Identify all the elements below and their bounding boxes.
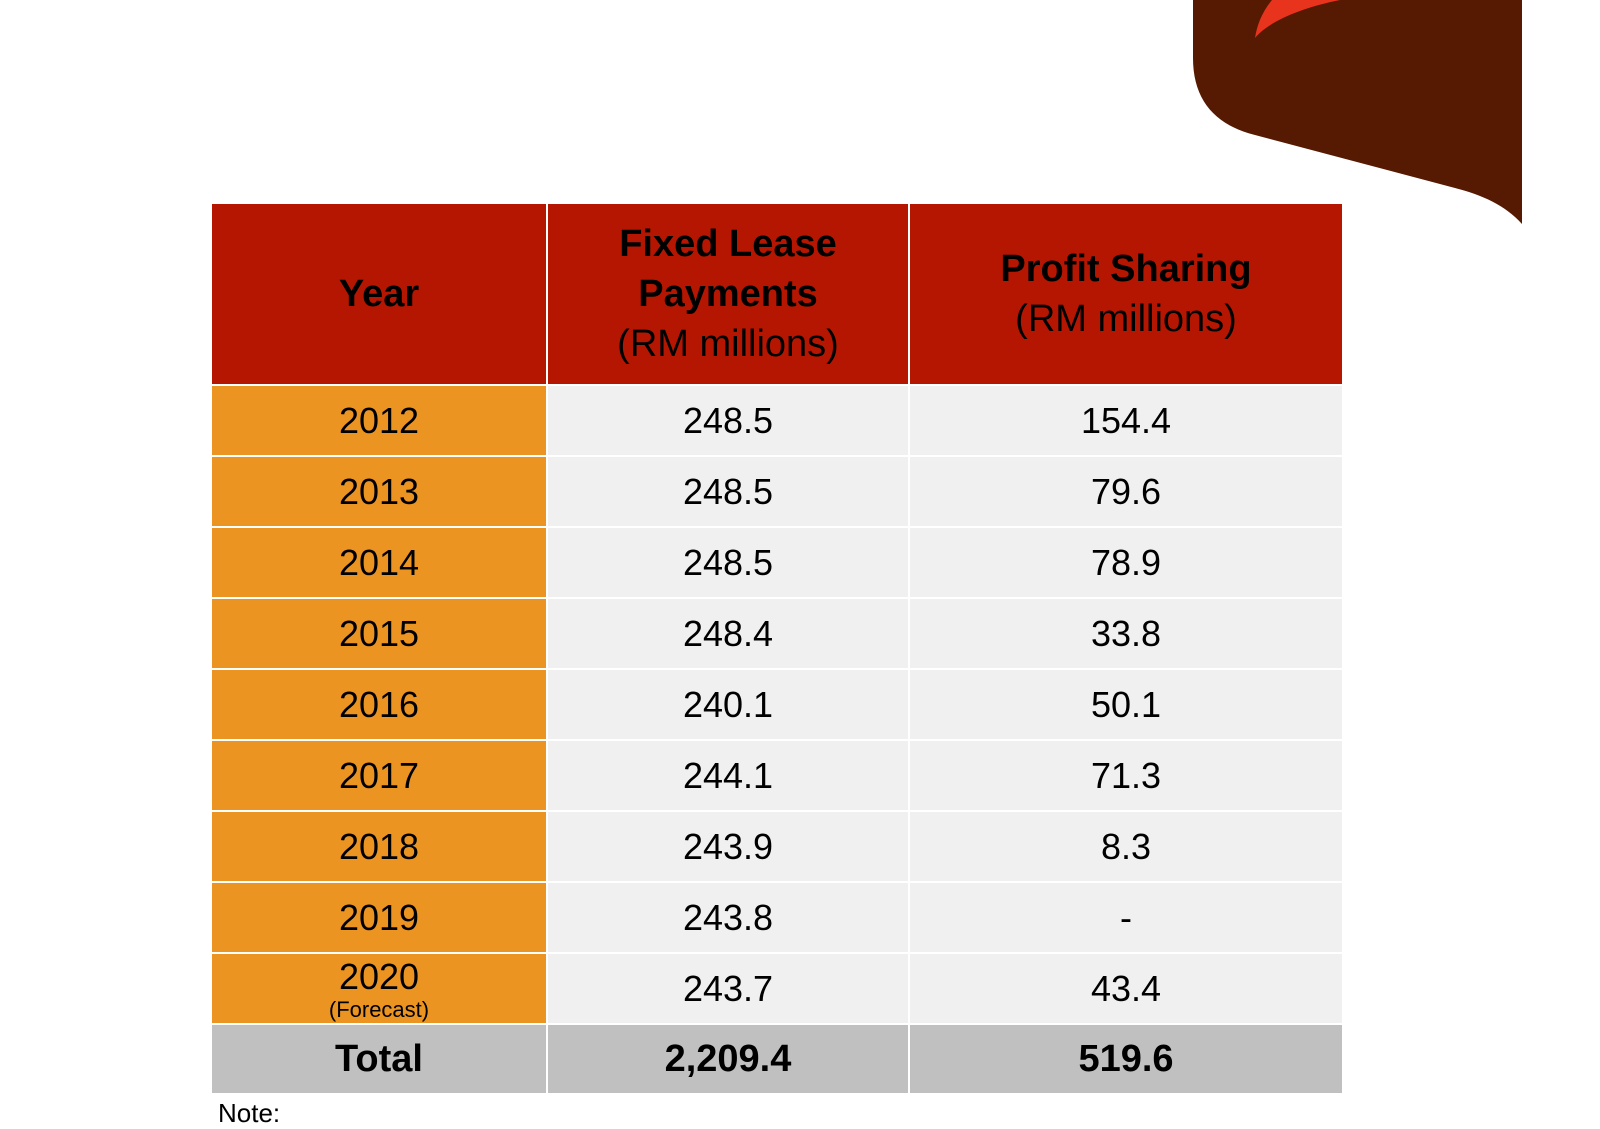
header-profit-sharing: Profit Sharing (RM millions)	[908, 202, 1344, 386]
fixed-lease-cell: 244.1	[546, 739, 910, 812]
profit-sharing-cell: 154.4	[908, 384, 1344, 457]
header-profit-sharing-unit: (RM millions)	[1015, 298, 1237, 340]
year-cell: 2017	[210, 739, 548, 812]
header-profit-sharing-label: Profit Sharing	[1000, 248, 1252, 290]
decorative-banner	[1193, 0, 1522, 224]
year-value: 2020	[338, 955, 420, 997]
table-row: 2019 243.8 -	[210, 881, 1344, 954]
profit-sharing-cell: 78.9	[908, 526, 1344, 599]
table-header-row: Year Fixed Lease Payments (RM millions) …	[210, 202, 1344, 386]
year-cell: 2013	[210, 455, 548, 528]
year-cell: 2016	[210, 668, 548, 741]
year-cell: 2015	[210, 597, 548, 670]
table-row: 2015 248.4 33.8	[210, 597, 1344, 670]
year-cell: 2012	[210, 384, 548, 457]
profit-sharing-cell: 8.3	[908, 810, 1344, 883]
fixed-lease-cell: 240.1	[546, 668, 910, 741]
header-fixed-lease: Fixed Lease Payments (RM millions)	[546, 202, 910, 386]
table-row: 2016 240.1 50.1	[210, 668, 1344, 741]
red-accent-shape	[1255, 0, 1340, 38]
header-year-label: Year	[338, 273, 420, 315]
fixed-lease-cell: 243.8	[546, 881, 910, 954]
fixed-lease-cell: 248.5	[546, 384, 910, 457]
profit-sharing-cell: 50.1	[908, 668, 1344, 741]
table-row: 2020 (Forecast) 243.7 43.4	[210, 952, 1344, 1025]
table-row: 2014 248.5 78.9	[210, 526, 1344, 599]
lease-payments-table: Year Fixed Lease Payments (RM millions) …	[210, 202, 1344, 1095]
fixed-lease-cell: 243.9	[546, 810, 910, 883]
table-row: 2013 248.5 79.6	[210, 455, 1344, 528]
fixed-lease-cell: 248.4	[546, 597, 910, 670]
forecast-note: (Forecast)	[328, 996, 430, 1022]
profit-sharing-cell: 79.6	[908, 455, 1344, 528]
header-fixed-lease-label: Fixed Lease Payments	[619, 223, 837, 315]
total-fixed-lease: 2,209.4	[546, 1023, 910, 1095]
profit-sharing-cell: 33.8	[908, 597, 1344, 670]
year-cell: 2019	[210, 881, 548, 954]
profit-sharing-cell: 43.4	[908, 952, 1344, 1025]
footnote-label: Note:	[218, 1098, 281, 1128]
total-row: Total 2,209.4 519.6	[210, 1023, 1344, 1095]
profit-sharing-cell: -	[908, 881, 1344, 954]
table-row: 2012 248.5 154.4	[210, 384, 1344, 457]
total-label: Total	[210, 1023, 548, 1095]
table-row: 2017 244.1 71.3	[210, 739, 1344, 812]
year-cell: 2014	[210, 526, 548, 599]
profit-sharing-cell: 71.3	[908, 739, 1344, 812]
fixed-lease-cell: 248.5	[546, 455, 910, 528]
year-cell: 2018	[210, 810, 548, 883]
fixed-lease-cell: 248.5	[546, 526, 910, 599]
total-profit-sharing: 519.6	[908, 1023, 1344, 1095]
table-row: 2018 243.9 8.3	[210, 810, 1344, 883]
fixed-lease-cell: 243.7	[546, 952, 910, 1025]
header-year: Year	[210, 202, 548, 386]
brown-ribbon-shape	[1193, 0, 1522, 224]
header-fixed-lease-unit: (RM millions)	[617, 323, 839, 365]
year-cell: 2020 (Forecast)	[210, 952, 548, 1025]
